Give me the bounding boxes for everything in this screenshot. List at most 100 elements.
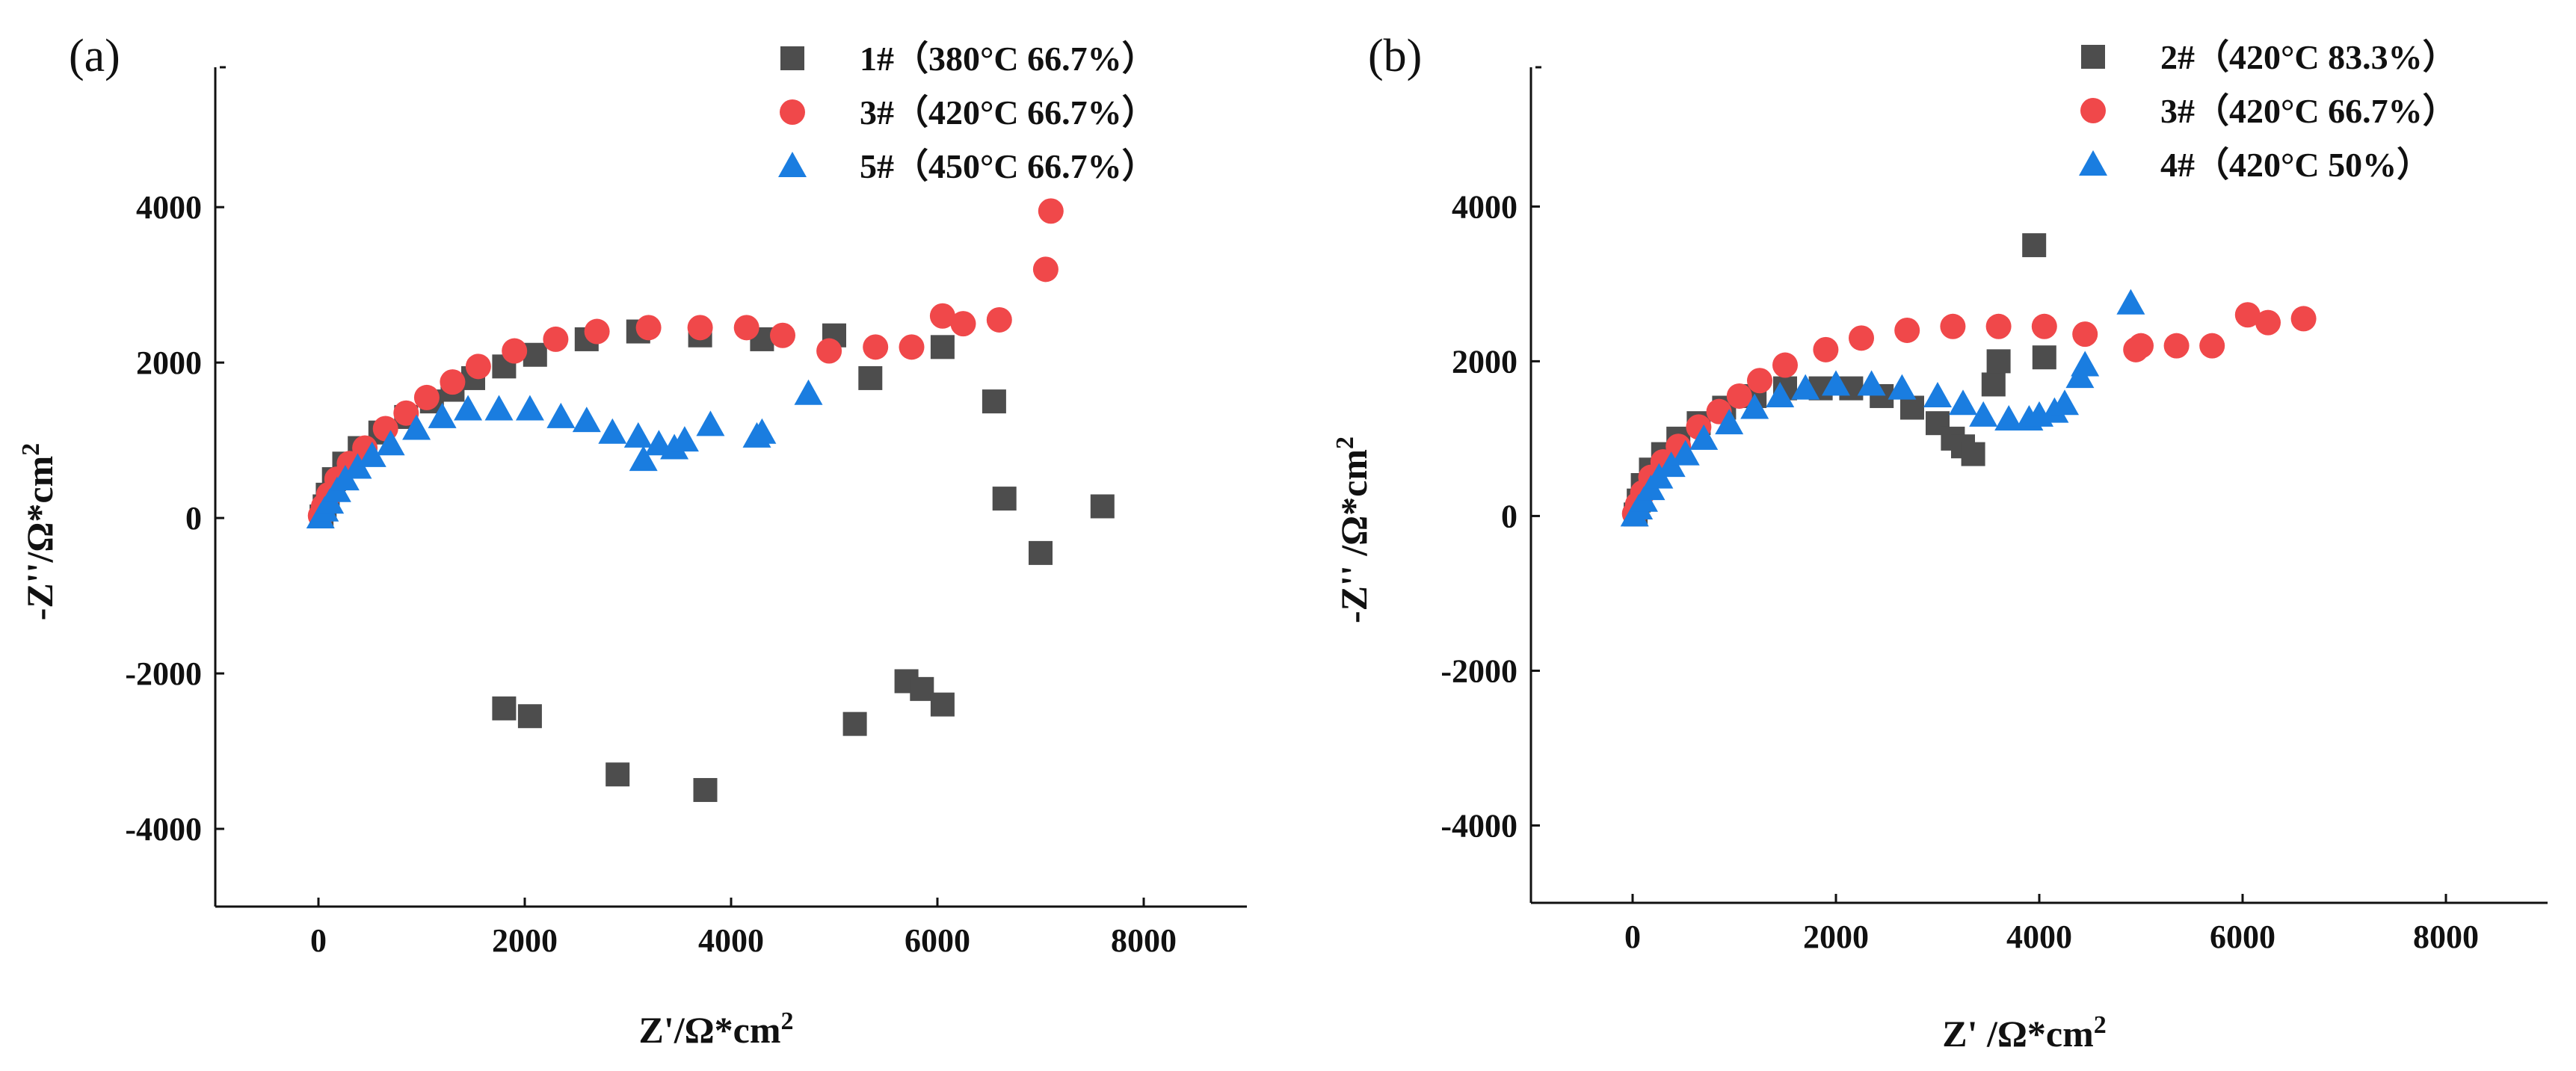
data-point [1857,370,1886,396]
data-point [440,369,466,395]
data-point [842,712,867,736]
data-point [930,692,955,717]
series-circle [307,198,1064,528]
chart-panel-a: 0 2000 4000 6000 8000 -4000 -2000 0 2000 4000 Z'/Ω… [17,31,1247,1051]
data-point [693,778,718,803]
legend-marker-circle [780,99,805,125]
data-point [2163,333,2190,359]
x-tick-label: 0 [310,922,327,959]
data-point [2199,333,2225,359]
y-tick-label: -2000 [1440,652,1517,689]
data-point [2050,389,2079,416]
data-point [982,389,1006,414]
x-tick-label: 4000 [698,922,764,959]
legend-marker-square [2081,45,2105,69]
data-point [950,311,976,337]
y-tick-label: 0 [185,500,202,537]
series-triangle [306,379,823,529]
x-tick-label: 2000 [492,922,558,959]
data-point [2290,306,2317,332]
data-point [584,318,610,345]
y-tick-label: -2000 [125,655,202,692]
y-tick-label: 2000 [136,345,202,381]
legend-label: 3#（420°C 66.7%） [2160,92,2457,130]
data-point [454,395,483,421]
data-point [393,400,419,426]
panel-label: (a) [69,31,120,81]
data-point [1994,405,2024,431]
x-tick-label: 6000 [905,922,970,959]
legend-marker-square [780,46,804,70]
y-axis-title: -Z'' /Ω*cm2 [1331,436,1375,623]
data-point [2031,313,2057,339]
y-tick-label: -4000 [1440,807,1517,844]
x-tick-label: 8000 [2413,919,2479,955]
data-point [1747,368,1772,394]
legend-label: 1#（380°C 66.7%） [860,40,1156,78]
data-point [1822,370,1850,396]
data-point [376,430,405,456]
y-axis-title: -Z''/Ω*cm2 [17,443,61,621]
data-point [492,696,517,720]
data-point [733,315,759,341]
data-point [748,418,777,444]
y-tick-label: 0 [1501,498,1517,534]
data-point [1772,352,1798,378]
legend-marker-triangle [778,152,807,177]
data-point [2032,345,2056,370]
data-point [1894,317,1920,343]
data-point [929,303,955,329]
data-point [623,422,653,448]
data-point [598,418,627,444]
data-point [1949,389,1977,416]
data-point [2255,309,2281,336]
data-point [1090,494,1115,519]
data-point [402,414,431,440]
y-tick-label: 4000 [136,189,202,226]
data-point [1923,381,1952,407]
data-point [1888,374,1917,400]
data-point [1740,393,1769,419]
data-point [1986,349,2011,374]
data-point [543,326,569,352]
data-point [1715,409,1744,435]
data-point [413,384,440,410]
series-triangle [1620,288,2145,527]
data-point [572,407,601,433]
data-point [1689,424,1719,450]
data-point [629,445,658,472]
data-point [1766,381,1795,407]
legend: 2#（420°C 83.3%） 3#（420°C 66.7%） 4#（420°C 5… [2079,38,2457,184]
data-point [546,402,576,428]
y-tick-label: -4000 [125,811,202,848]
data-point [484,395,514,421]
data-point [465,354,491,380]
x-tick-label: 6000 [2210,919,2275,955]
data-point [1981,372,2006,397]
data-point [515,395,544,421]
data-point [1940,313,1966,339]
legend-label: 4#（420°C 50%） [2160,146,2431,184]
data-point [1961,442,1985,466]
chart-panel-b: 0 2000 4000 6000 8000 -4000 -2000 0 2000 4000 Z' /… [1331,31,2548,1055]
data-point [816,338,842,364]
x-tick-label: 0 [1624,919,1641,955]
x-axis-title: Z' /Ω*cm2 [1942,1011,2107,1055]
x-tick-label: 2000 [1803,919,1869,955]
legend: 1#（380°C 66.7%） 3#（420°C 66.7%） 5#（450°C 6… [778,40,1156,185]
legend-label: 2#（420°C 83.3%） [2160,38,2457,76]
data-point [2128,333,2154,359]
data-point [1985,313,2012,339]
legend-label: 3#（420°C 66.7%） [860,93,1156,132]
data-point [517,704,542,729]
data-point [428,402,457,428]
data-point [858,365,883,390]
data-point [899,334,925,360]
data-point [1032,256,1059,283]
data-point [502,338,528,364]
legend-marker-circle [2080,98,2106,123]
data-point [986,306,1012,333]
data-point [670,426,699,452]
data-point [1813,336,1839,362]
